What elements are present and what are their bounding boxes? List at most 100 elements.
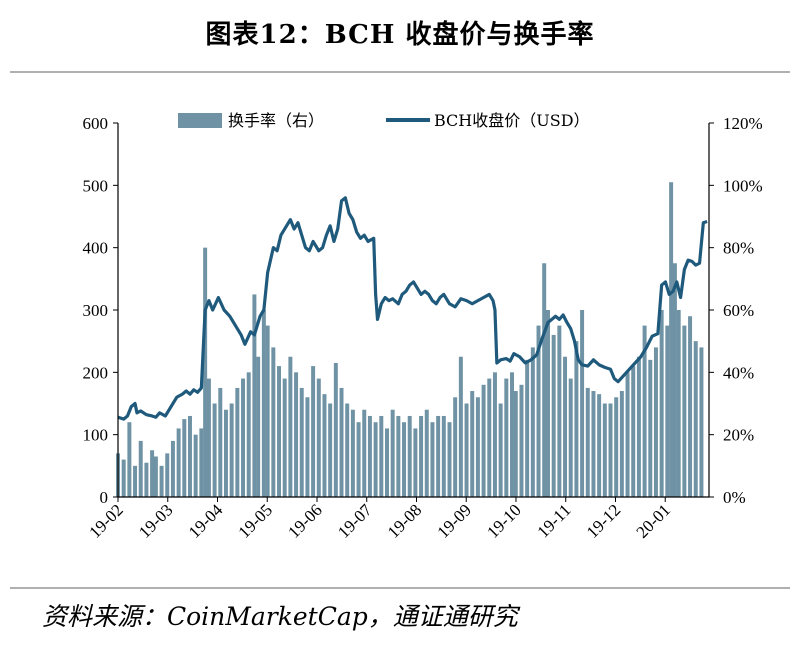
x-tick-label: 19-12 (583, 500, 624, 541)
turnover-bar (402, 422, 407, 497)
right-tick-label: 120% (723, 114, 763, 133)
turnover-bar (159, 465, 164, 497)
left-tick-label: 400 (83, 239, 109, 258)
chart-title: 图表12：BCH 收盘价与换手率 (205, 20, 595, 50)
turnover-bar (384, 428, 389, 497)
title-divider (10, 71, 790, 73)
legend-price-label: BCH收盘价（USD） (434, 111, 590, 130)
x-tick-label: 19-06 (284, 500, 325, 541)
turnover-bar (653, 347, 658, 497)
turnover-bar (424, 409, 429, 497)
turnover-bar (525, 359, 530, 497)
turnover-bar (316, 378, 321, 497)
legend-bar-swatch (178, 113, 222, 128)
turnover-bar (659, 310, 664, 497)
turnover-bar (470, 391, 475, 497)
turnover-bar (144, 462, 149, 497)
turnover-bar (345, 403, 350, 497)
turnover-bar (367, 415, 372, 497)
turnover-bar (379, 415, 384, 497)
turnover-bar (311, 366, 316, 497)
left-tick-label: 0 (100, 488, 109, 507)
turnover-bar (693, 341, 698, 497)
turnover-bar (235, 387, 240, 497)
turnover-bar (568, 378, 573, 497)
turnover-bar (513, 391, 518, 497)
turnover-bar (241, 378, 246, 497)
turnover-bar (688, 316, 693, 497)
right-tick-label: 0% (723, 488, 746, 507)
turnover-bar (294, 372, 299, 497)
turnover-bar (475, 397, 480, 497)
turnover-bar (170, 440, 175, 497)
turnover-bar (413, 428, 418, 497)
turnover-bar (619, 391, 624, 497)
turnover-bar (121, 459, 126, 497)
turnover-bar (133, 465, 138, 497)
turnover-bar (265, 325, 270, 497)
turnover-bar (206, 378, 211, 497)
turnover-bar (447, 422, 452, 497)
turnover-bar (212, 403, 217, 497)
turnover-bar (339, 387, 344, 497)
chart-legend: 换手率（右） BCH收盘价（USD） (178, 111, 590, 130)
turnover-bar (665, 325, 670, 497)
turnover-bar (614, 397, 619, 497)
turnover-bar (350, 409, 355, 497)
turnover-bars (116, 182, 704, 497)
x-tick-label: 19-10 (483, 500, 524, 541)
right-tick-label: 100% (723, 176, 763, 195)
x-tick-label: 19-04 (185, 500, 227, 542)
turnover-bar (563, 356, 568, 497)
x-tick-label: 19-09 (434, 500, 475, 541)
turnover-bar (390, 409, 395, 497)
x-tick-label: 19-02 (85, 500, 126, 541)
legend-turnover-label: 换手率（右） (228, 111, 324, 130)
turnover-bar (458, 356, 463, 497)
turnover-bar (277, 366, 281, 497)
footer-divider (10, 587, 790, 589)
turnover-bar (542, 263, 547, 497)
turnover-bar (441, 415, 446, 497)
left-tick-label: 100 (83, 426, 109, 445)
turnover-bar (597, 394, 602, 497)
turnover-bar (481, 384, 486, 497)
price-line (117, 196, 708, 421)
x-tick-label: 19-07 (334, 500, 376, 542)
turnover-bar (557, 325, 562, 497)
turnover-bar (436, 415, 441, 497)
turnover-bar (676, 310, 681, 497)
turnover-bar (138, 440, 143, 497)
turnover-bar (223, 409, 228, 497)
turnover-bar (453, 397, 458, 497)
source-note: 资料来源：CoinMarketCap，通证通研究 (42, 602, 518, 631)
turnover-bar (492, 372, 497, 497)
turnover-bar (551, 334, 556, 497)
turnover-bar (510, 372, 514, 497)
turnover-bar (464, 403, 469, 497)
turnover-bar (288, 356, 293, 497)
turnover-bar (127, 422, 132, 497)
x-tick-label: 19-08 (384, 500, 425, 541)
turnover-bar (299, 387, 304, 497)
turnover-bar (362, 409, 367, 497)
right-tick-label: 80% (723, 239, 754, 258)
turnover-bar (580, 310, 585, 497)
turnover-bar (256, 356, 261, 497)
turnover-bar (642, 325, 647, 497)
turnover-bar (218, 387, 223, 497)
x-tick-label: 19-11 (534, 500, 575, 541)
turnover-bar (176, 428, 181, 497)
turnover-bar (602, 403, 607, 497)
turnover-bar (356, 422, 361, 497)
turnover-bar (648, 359, 653, 497)
turnover-bar (546, 310, 550, 497)
turnover-bar (271, 347, 276, 497)
right-tick-label: 20% (723, 426, 754, 445)
turnover-bar (333, 362, 338, 497)
turnover-bar (305, 397, 310, 497)
turnover-bar (530, 347, 535, 497)
turnover-bar (669, 182, 674, 497)
turnover-bar (591, 391, 596, 497)
turnover-bar (261, 310, 266, 497)
